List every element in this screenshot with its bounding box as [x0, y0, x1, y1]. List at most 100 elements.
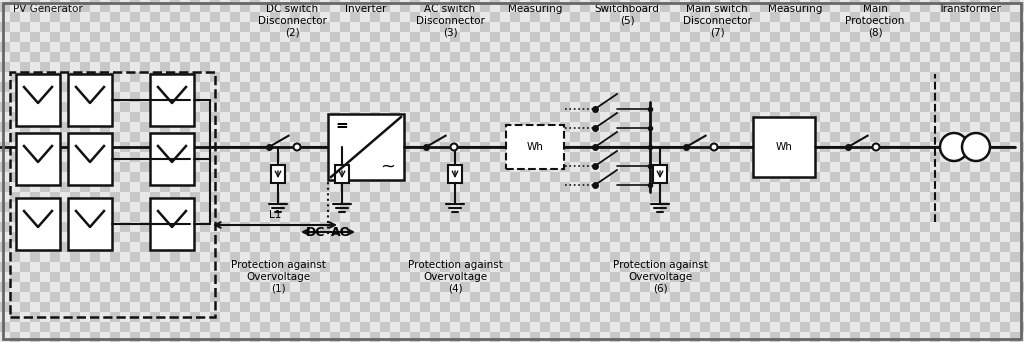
Bar	[790, 192, 800, 202]
Bar	[180, 172, 190, 182]
Bar	[370, 32, 380, 42]
Bar	[930, 242, 940, 252]
Bar	[30, 322, 40, 332]
Bar	[690, 72, 700, 82]
Bar	[770, 12, 780, 22]
Bar	[650, 122, 660, 132]
Bar	[380, 0, 390, 2]
Bar	[220, 212, 230, 222]
Bar	[700, 282, 710, 292]
Bar	[630, 72, 640, 82]
Bar	[80, 282, 90, 292]
Bar	[530, 192, 540, 202]
Bar	[770, 152, 780, 162]
Bar	[150, 202, 160, 212]
Bar	[690, 222, 700, 232]
Bar	[100, 172, 110, 182]
Bar	[470, 2, 480, 12]
Bar	[870, 262, 880, 272]
Bar	[1010, 52, 1020, 62]
Bar	[160, 52, 170, 62]
Bar	[319, 292, 330, 302]
Bar	[300, 142, 310, 152]
Bar	[210, 142, 220, 152]
Bar	[440, 252, 450, 262]
Bar	[490, 172, 500, 182]
Bar	[910, 312, 920, 322]
Bar	[100, 182, 110, 192]
Bar	[410, 42, 420, 52]
Bar	[170, 12, 180, 22]
Bar	[170, 312, 180, 322]
Bar	[460, 82, 470, 92]
Bar	[870, 252, 880, 262]
Bar	[840, 152, 850, 162]
Bar	[940, 292, 950, 302]
Bar	[670, 2, 680, 12]
Bar	[840, 2, 850, 12]
Bar	[30, 332, 40, 342]
Bar	[1000, 72, 1010, 82]
Bar	[620, 302, 630, 312]
Bar	[350, 12, 360, 22]
Bar	[490, 262, 500, 272]
Bar	[750, 142, 760, 152]
Bar	[300, 312, 310, 322]
Bar	[1000, 62, 1010, 72]
Bar	[380, 192, 390, 202]
Bar	[620, 282, 630, 292]
Bar	[940, 42, 950, 52]
Bar	[770, 282, 780, 292]
Bar	[890, 42, 900, 52]
Bar	[990, 52, 1000, 62]
Bar	[60, 142, 70, 152]
Bar	[750, 112, 760, 122]
Bar	[580, 282, 590, 292]
Bar	[90, 322, 100, 332]
Bar	[890, 302, 900, 312]
Bar	[580, 182, 590, 192]
Bar	[910, 102, 920, 112]
Text: ....: ....	[124, 93, 136, 103]
Bar	[740, 202, 750, 212]
Bar	[550, 142, 560, 152]
Bar	[1020, 292, 1024, 302]
Bar	[380, 302, 390, 312]
Bar	[160, 242, 170, 252]
Bar	[460, 182, 470, 192]
Bar	[480, 32, 490, 42]
Bar	[10, 252, 20, 262]
Bar	[390, 122, 400, 132]
Bar	[220, 332, 230, 342]
Bar	[840, 162, 850, 172]
Bar	[1010, 112, 1020, 122]
Bar	[760, 282, 770, 292]
Bar	[640, 112, 650, 122]
Bar	[600, 222, 610, 232]
Bar	[520, 222, 530, 232]
Bar	[440, 232, 450, 242]
Bar	[840, 42, 850, 52]
Bar	[660, 82, 670, 92]
Bar	[730, 282, 740, 292]
Bar	[510, 152, 520, 162]
Bar	[0, 2, 10, 12]
Bar	[1020, 282, 1024, 292]
Bar	[480, 232, 490, 242]
Bar	[90, 232, 100, 242]
Bar	[330, 122, 340, 132]
Bar	[40, 102, 50, 112]
Bar	[820, 262, 830, 272]
Bar	[560, 12, 570, 22]
Bar	[750, 162, 760, 172]
Bar	[910, 62, 920, 72]
Bar	[920, 132, 930, 142]
Bar	[150, 62, 160, 72]
Bar	[80, 272, 90, 282]
Bar	[470, 52, 480, 62]
Bar	[150, 272, 160, 282]
Bar	[690, 192, 700, 202]
Bar	[400, 332, 410, 342]
Bar	[850, 142, 860, 152]
Bar	[840, 92, 850, 102]
